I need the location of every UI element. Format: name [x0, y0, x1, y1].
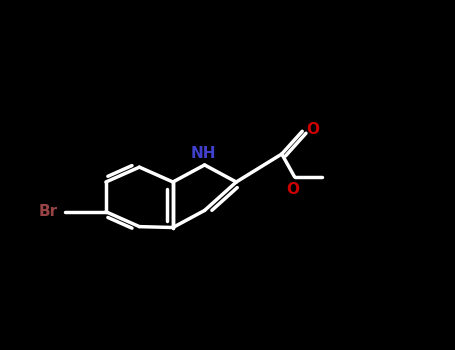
Text: O: O: [306, 122, 319, 137]
Text: O: O: [287, 182, 300, 197]
Text: Br: Br: [39, 204, 58, 219]
Text: NH: NH: [191, 146, 217, 161]
